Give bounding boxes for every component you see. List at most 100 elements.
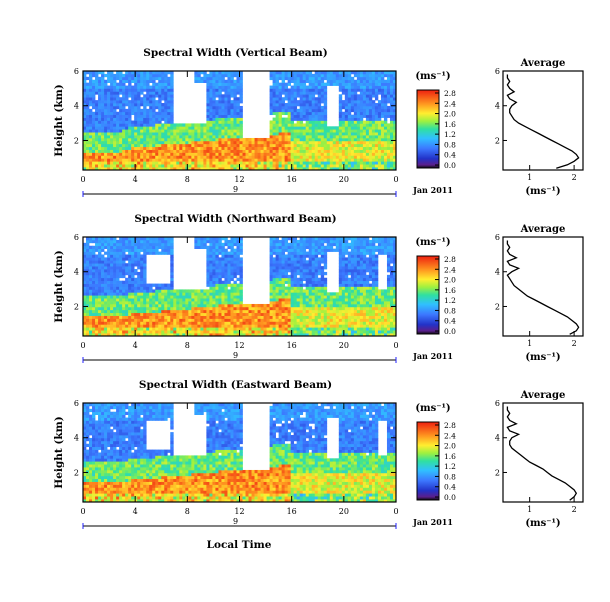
heatmap-cell xyxy=(375,109,378,112)
heatmap-cell xyxy=(131,109,134,112)
heatmap-cell xyxy=(104,74,107,77)
heatmap-cell xyxy=(89,284,92,287)
heatmap-cell xyxy=(149,91,152,94)
heatmap-cell xyxy=(98,278,101,281)
heatmap-cell xyxy=(212,287,215,290)
heatmap-cell xyxy=(164,150,167,153)
heatmap-cell xyxy=(101,304,104,307)
heatmap-cell xyxy=(230,304,233,307)
heatmap-cell xyxy=(107,313,110,316)
heatmap-cell xyxy=(285,307,288,310)
heatmap-cell xyxy=(230,327,233,330)
heatmap-cell xyxy=(161,295,164,298)
heatmap-cell xyxy=(122,74,125,77)
heatmap-cell xyxy=(342,129,345,132)
heatmap-cell xyxy=(375,164,378,167)
heatmap-cell xyxy=(122,266,125,269)
heatmap-cell xyxy=(152,307,155,310)
heatmap-cell xyxy=(143,132,146,135)
heatmap-cell xyxy=(98,287,101,290)
heatmap-cell xyxy=(233,319,236,322)
heatmap-cell xyxy=(246,319,249,322)
heatmap-cell xyxy=(246,141,249,144)
heatmap-cell xyxy=(279,129,282,132)
heatmap-cell xyxy=(206,141,209,144)
heatmap-cell xyxy=(306,164,309,167)
heatmap-cell xyxy=(125,310,128,313)
heatmap-cell xyxy=(224,287,227,290)
heatmap-cell xyxy=(125,77,128,80)
heatmap-cell xyxy=(122,310,125,313)
heatmap-cell xyxy=(104,86,107,89)
heatmap-cell xyxy=(92,150,95,153)
heatmap-cell xyxy=(95,324,98,327)
heatmap-cell xyxy=(224,269,227,272)
heatmap-cell xyxy=(230,292,233,295)
heatmap-cell xyxy=(158,164,161,167)
heatmap-cell xyxy=(258,316,261,319)
heatmap-cell xyxy=(378,106,381,109)
heatmap-cell xyxy=(282,284,285,287)
heatmap-cell xyxy=(167,298,170,301)
heatmap-cell xyxy=(282,88,285,91)
heatmap-cell xyxy=(294,240,297,243)
heatmap-cell xyxy=(134,313,137,316)
heatmap-cell xyxy=(212,321,215,324)
heatmap-cell xyxy=(321,132,324,135)
heatmap-cell xyxy=(224,88,227,91)
avg-y-tick-label: 4 xyxy=(495,102,500,111)
heatmap-cell xyxy=(209,94,212,97)
heatmap-cell xyxy=(249,164,252,167)
heatmap-cell xyxy=(369,112,372,115)
heatmap-cell xyxy=(143,147,146,150)
heatmap-cell xyxy=(240,281,243,284)
heatmap-cell xyxy=(158,121,161,124)
heatmap-cell xyxy=(288,330,291,333)
heatmap-cell xyxy=(221,161,224,164)
heatmap-cell xyxy=(297,118,300,121)
heatmap-cell xyxy=(321,135,324,138)
heatmap-cell xyxy=(264,153,267,156)
heatmap-cell xyxy=(236,155,239,158)
heatmap-cell xyxy=(233,80,236,83)
heatmap-cell xyxy=(122,123,125,126)
heatmap-cell xyxy=(303,100,306,103)
heatmap-cell xyxy=(288,243,291,246)
heatmap-cell xyxy=(119,295,122,298)
heatmap-cell xyxy=(158,91,161,94)
heatmap-cell xyxy=(315,129,318,132)
heatmap-cell xyxy=(339,118,342,121)
heatmap-cell xyxy=(140,97,143,100)
heatmap-cell xyxy=(303,123,306,126)
heatmap-cell xyxy=(369,138,372,141)
heatmap-cell xyxy=(170,97,173,100)
heatmap-cell xyxy=(110,164,113,167)
heatmap-cell xyxy=(119,132,122,135)
heatmap-cell xyxy=(246,150,249,153)
heatmap-cell xyxy=(98,330,101,333)
heatmap-cell xyxy=(170,150,173,153)
heatmap-cell xyxy=(107,100,110,103)
heatmap-cell xyxy=(149,147,152,150)
heatmap-cell xyxy=(209,112,212,115)
heatmap-cell xyxy=(321,109,324,112)
x-tick-label: 0 xyxy=(393,175,398,184)
heatmap-cell xyxy=(212,144,215,147)
heatmap-cell xyxy=(224,266,227,269)
heatmap-cell xyxy=(282,249,285,252)
heatmap-cell xyxy=(158,155,161,158)
heatmap-cell xyxy=(104,316,107,319)
heatmap-cell xyxy=(86,88,89,91)
heatmap-cell xyxy=(173,319,176,322)
heatmap-cell xyxy=(291,292,294,295)
heatmap-cell xyxy=(360,103,363,106)
heatmap-cell xyxy=(309,155,312,158)
heatmap-cell xyxy=(300,91,303,94)
heatmap-cell xyxy=(191,147,194,150)
heatmap-cell xyxy=(345,106,348,109)
heatmap-cell xyxy=(110,161,113,164)
heatmap-cell xyxy=(110,313,113,316)
heatmap-cell xyxy=(119,313,122,316)
heatmap-cell xyxy=(149,289,152,292)
